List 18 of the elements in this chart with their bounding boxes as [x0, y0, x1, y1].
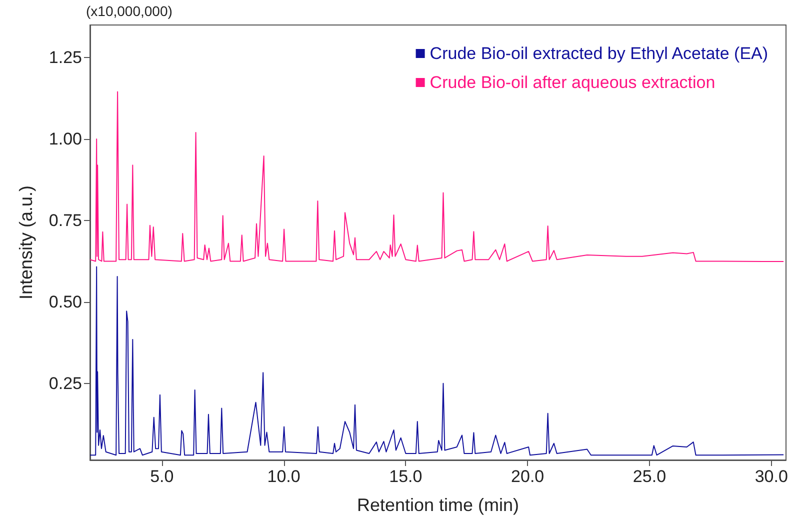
text: (x10,000,000) [86, 3, 172, 19]
y-axis-title: Intensity (a.u.) [16, 185, 36, 300]
y-tick-label: 1.00 [48, 130, 82, 149]
x-axis-title: Retention time (min) [356, 495, 520, 515]
y-tick-label: 0.25 [48, 374, 82, 393]
x-tick-label: 20.0 [511, 467, 544, 486]
x-tick-label: 15.0 [389, 467, 422, 486]
x-tick-label: 10.0 [267, 467, 300, 486]
x-tick-label: 5.0 [150, 467, 174, 486]
y-tick-label: 0.50 [48, 292, 82, 312]
y-tick-label: 1.25 [48, 48, 82, 68]
line-series [90, 266, 784, 456]
x-tick-label: 30.0 [754, 467, 788, 486]
line-series [90, 91, 784, 262]
legend-label: Crude Bio-oil extracted by Ethyl Acetate (EA) [430, 44, 768, 63]
y-tick-label: 0.75 [48, 211, 82, 230]
legend-label: Crude Bio-oil after aqueous extraction [430, 73, 716, 92]
x-tick-label: 25.0 [632, 467, 666, 486]
